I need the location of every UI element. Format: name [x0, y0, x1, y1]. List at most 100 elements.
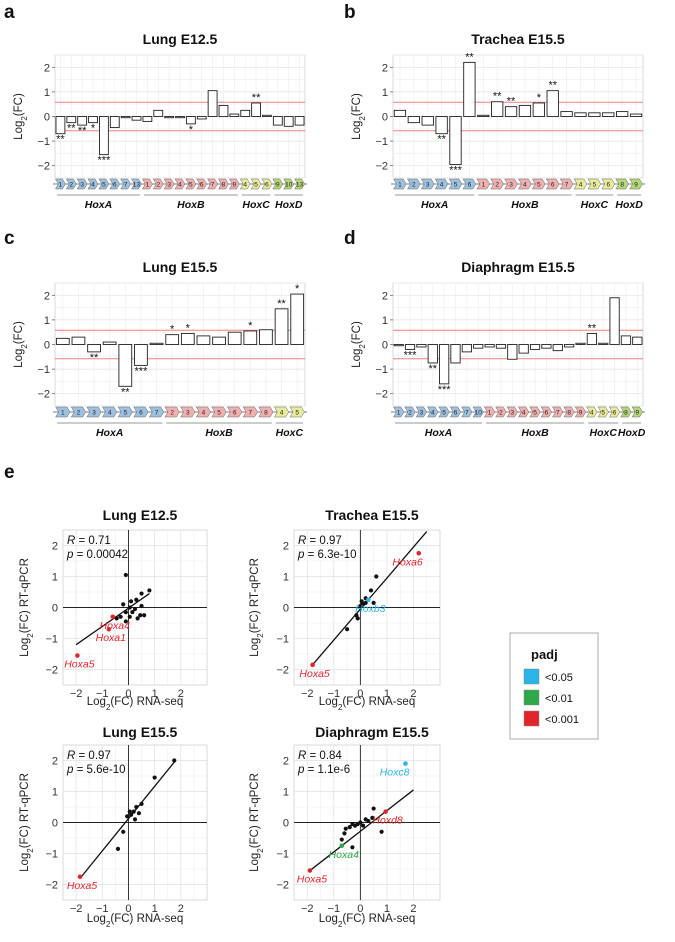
gene-label: 4 — [523, 181, 527, 188]
gene-label: 2 — [495, 181, 499, 188]
panel-letter-b: b — [344, 2, 356, 23]
bar — [404, 344, 416, 350]
bar — [227, 331, 242, 345]
y-tick-label: −2 — [375, 161, 388, 173]
bar — [484, 344, 495, 348]
regression-line — [80, 760, 177, 878]
gene-label: 6 — [200, 181, 204, 188]
point-label: Hoxa5 — [297, 874, 328, 886]
gene-arrow — [86, 406, 102, 418]
point-label: Hoxd8 — [372, 815, 403, 827]
gene-label: 7 — [465, 409, 469, 416]
gene-arrow — [152, 178, 164, 190]
significance-stars: ** — [493, 91, 502, 103]
chart-title: Trachea E15.5 — [471, 31, 565, 47]
bar — [109, 116, 120, 129]
data-point — [136, 811, 142, 816]
data-point — [379, 829, 384, 834]
data-point — [344, 627, 350, 632]
gene-arrow — [415, 406, 427, 418]
data-point — [130, 610, 135, 615]
labeled-point — [106, 626, 112, 632]
x-tick-label: −1 — [96, 688, 109, 700]
y-tick-label: −1 — [375, 364, 388, 376]
y-tick-label: −2 — [375, 389, 388, 401]
bar — [251, 102, 261, 117]
gene-label: 13 — [296, 181, 304, 188]
group-label: HoxB — [521, 427, 549, 439]
data-point — [347, 825, 352, 830]
chart-title: Lung E12.5 — [143, 31, 218, 47]
bar — [212, 336, 226, 345]
significance-stars: *** — [97, 155, 111, 167]
point-label: Hoxa4 — [329, 849, 360, 861]
regression-line — [309, 789, 414, 872]
gene-label: 7 — [556, 409, 560, 416]
gene-arrow — [289, 406, 305, 418]
gene-arrow — [273, 406, 290, 418]
gene-arrow — [427, 406, 439, 418]
bar — [77, 116, 88, 126]
chart-title: Lung E15.5 — [103, 724, 178, 740]
gene-label: 7 — [249, 409, 253, 416]
data-point — [350, 845, 355, 850]
x-tick-label: −2 — [70, 688, 83, 700]
significance-stars: ** — [465, 51, 474, 63]
group-label: HoxA — [85, 199, 112, 211]
y-tick-label: −1 — [37, 136, 50, 148]
bar — [574, 112, 587, 117]
y-tick-label: 2 — [52, 541, 58, 553]
bar — [120, 116, 131, 119]
group-label: HoxB — [511, 199, 539, 211]
gene-arrow — [65, 178, 77, 190]
significance-stars: * — [170, 324, 175, 336]
data-point — [343, 826, 348, 831]
gene-arrow — [629, 178, 643, 190]
gene-label: 1 — [61, 409, 65, 416]
y-tick-label: 0 — [44, 340, 50, 352]
point-label: Hoxa6 — [392, 556, 423, 568]
significance-stars: ** — [121, 386, 130, 398]
gene-arrow — [228, 178, 240, 190]
significance-stars: ** — [428, 363, 437, 375]
x-axis-label: Log2(FC) RNA-seq — [319, 696, 415, 712]
gene-arrow — [211, 406, 227, 418]
bar — [142, 116, 153, 122]
significance-stars: * — [295, 283, 300, 295]
y-tick-label: 0 — [382, 340, 388, 352]
bar — [153, 109, 164, 117]
x-tick-label: 0 — [125, 688, 131, 700]
bar — [416, 344, 427, 348]
x-tick-label: 0 — [125, 903, 131, 915]
data-point — [363, 817, 368, 822]
gene-label: 5 — [537, 181, 541, 188]
gene-arrow — [185, 178, 197, 190]
legend-swatch — [523, 689, 540, 706]
gene-label: 7 — [565, 181, 569, 188]
data-point — [339, 837, 344, 842]
bar — [518, 344, 529, 354]
gene-label: 6 — [613, 409, 617, 416]
y-tick-label: 2 — [52, 756, 58, 768]
gene-label: 8 — [567, 409, 571, 416]
y-tick-label: 0 — [382, 112, 388, 124]
chart-title: Diaphragm E15.5 — [315, 724, 429, 740]
gene-label: 3 — [426, 181, 430, 188]
gene-label: 5 — [295, 409, 299, 416]
p-value: p = 1.1e-6 — [297, 764, 350, 776]
group-label: HoxD — [615, 199, 643, 211]
group-label: HoxC — [242, 199, 270, 211]
p-value: p = 6.3e-10 — [297, 549, 357, 561]
gene-label: 7 — [211, 181, 215, 188]
bar — [207, 90, 218, 117]
data-point — [115, 846, 121, 851]
group-label: HoxD — [618, 427, 646, 439]
gene-arrow — [76, 178, 88, 190]
bar — [450, 344, 461, 364]
gene-label: 2 — [156, 181, 160, 188]
gene-label: 9 — [636, 409, 640, 416]
bar — [165, 334, 180, 345]
gene-label: 6 — [545, 409, 549, 416]
gene-arrow — [55, 406, 71, 418]
gene-arrow — [601, 178, 615, 190]
